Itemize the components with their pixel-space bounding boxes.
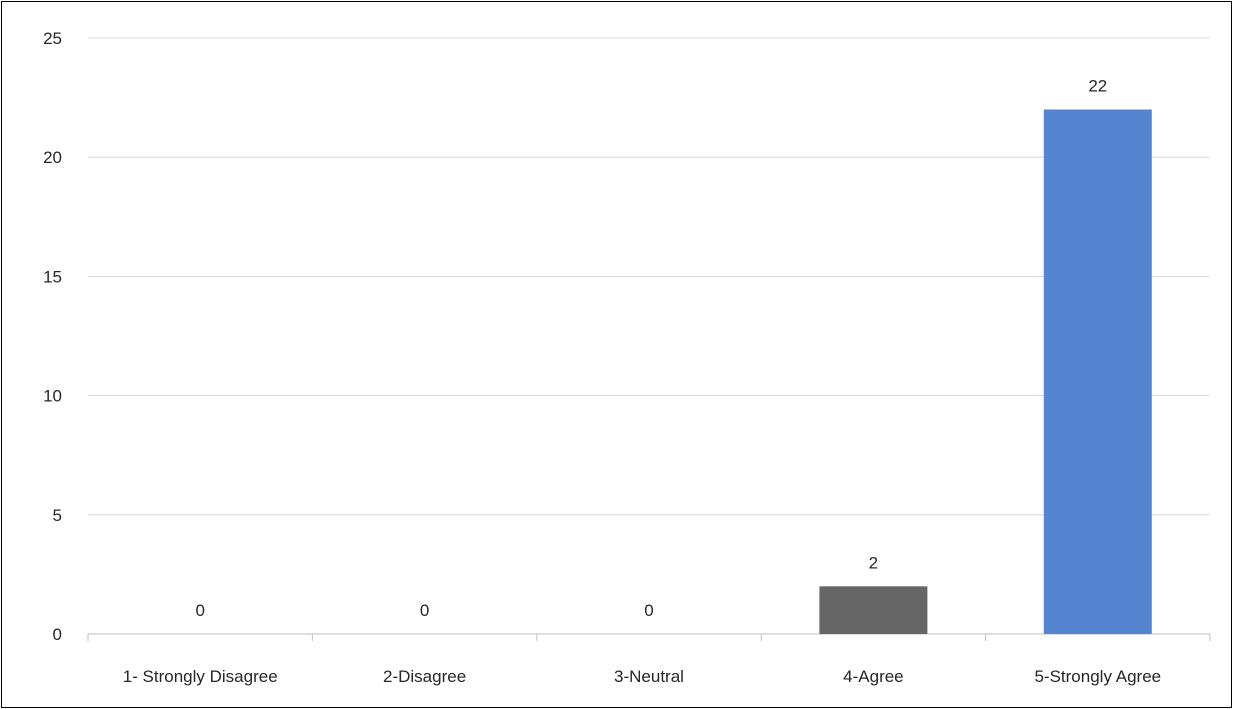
y-axis-tick-labels: 0 5 10 15 20 25 [43, 29, 62, 644]
data-label: 0 [195, 601, 204, 620]
data-label: 2 [869, 553, 878, 572]
data-label: 0 [644, 601, 653, 620]
y-tick-label: 20 [43, 148, 62, 167]
y-tick-label: 25 [43, 29, 62, 48]
bar [819, 586, 928, 634]
x-tick-label: 2-Disagree [383, 667, 466, 686]
x-tick-label: 1- Strongly Disagree [123, 667, 278, 686]
x-axis [87, 633, 1211, 641]
data-label: 0 [420, 601, 429, 620]
x-tick-label: 5-Strongly Agree [1034, 667, 1161, 686]
gridlines [88, 37, 1210, 516]
bar [1043, 109, 1152, 634]
y-tick-label: 10 [43, 387, 62, 406]
y-tick-label: 0 [53, 625, 62, 644]
bars [819, 109, 1152, 634]
y-tick-label: 15 [43, 267, 62, 286]
x-tick-label: 4-Agree [843, 667, 903, 686]
data-label: 22 [1088, 77, 1107, 96]
x-axis-tick-labels: 1- Strongly Disagree 2-Disagree 3-Neutral 4… [123, 667, 1161, 686]
x-tick-label: 3-Neutral [614, 667, 684, 686]
y-tick-label: 5 [53, 506, 62, 525]
